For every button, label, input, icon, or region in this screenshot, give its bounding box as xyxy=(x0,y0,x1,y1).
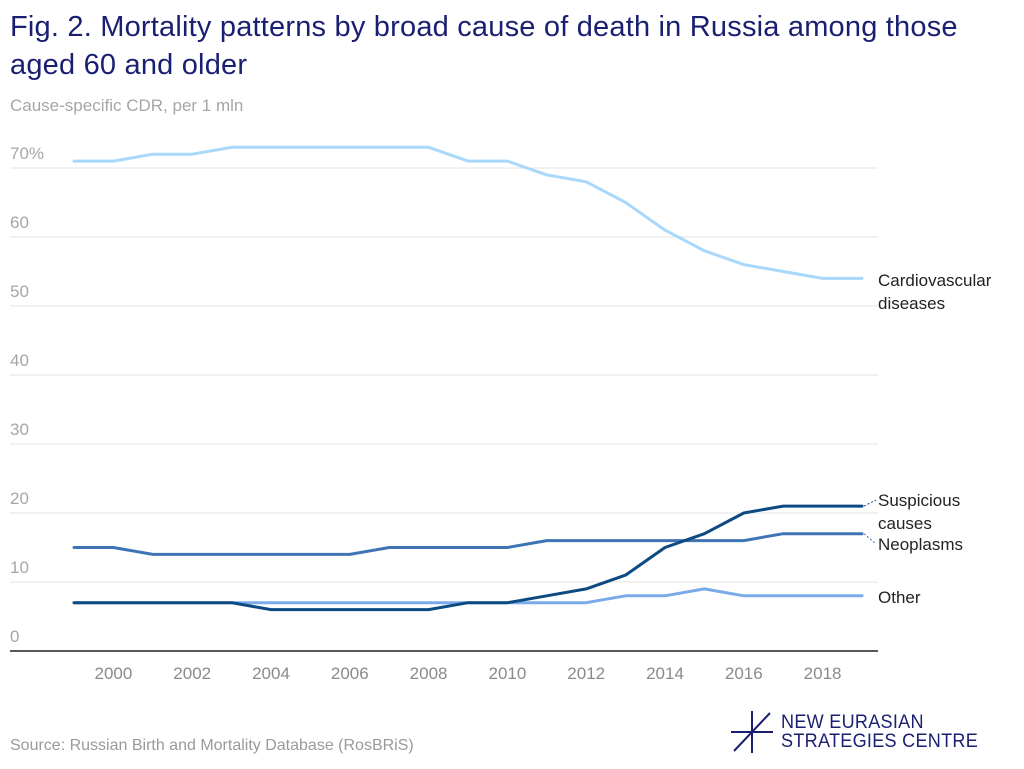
label-leader-suspicious-causes xyxy=(863,499,877,507)
series-label-other: Other xyxy=(878,588,921,607)
chart-title: Fig. 2. Mortality patterns by broad caus… xyxy=(10,11,958,81)
source-note: Source: Russian Birth and Mortality Data… xyxy=(10,737,414,754)
x-tick-label: 2000 xyxy=(94,664,132,683)
x-tick-label: 2016 xyxy=(725,664,763,683)
series-label-cardiovascular-diseases: Cardiovascular diseases xyxy=(878,271,992,313)
y-tick-label: 30 xyxy=(10,420,29,439)
series-line-cardiovascular-diseases xyxy=(72,145,864,280)
y-tick-label: 0 xyxy=(10,627,19,646)
y-tick-label: 60 xyxy=(10,213,29,232)
series-label-neoplasms: Neoplasms xyxy=(878,535,963,554)
x-tick-label: 2002 xyxy=(173,664,211,683)
series-line-neoplasms xyxy=(72,532,864,556)
logo-line-1: NEW EURASIAN xyxy=(781,712,924,733)
gridlines xyxy=(10,167,878,583)
x-tick-label: 2010 xyxy=(488,664,526,683)
x-tick-label: 2018 xyxy=(804,664,842,683)
y-tick-label: 40 xyxy=(10,351,29,370)
x-axis-ticks: 2000 2002 2004 2006 2008 2010 2012 2014 2016 2018 xyxy=(94,664,841,683)
label-leader-neoplasms xyxy=(863,533,877,545)
series-line-other xyxy=(72,587,864,605)
x-tick-label: 2012 xyxy=(567,664,605,683)
y-tick-label: 70% xyxy=(10,144,44,163)
x-tick-label: 2008 xyxy=(410,664,448,683)
y-tick-label: 20 xyxy=(10,489,29,508)
x-tick-label: 2014 xyxy=(646,664,684,683)
logo-line-2: STRATEGIES CENTRE xyxy=(781,731,979,752)
y-axis-ticks: 0 10 20 30 40 50 60 70% xyxy=(10,144,44,646)
series-lines xyxy=(72,145,864,612)
x-tick-label: 2006 xyxy=(331,664,369,683)
series-labels: Cardiovascular diseases Other Neoplasms Susp… xyxy=(863,271,992,607)
series-line-suspicious-causes xyxy=(72,504,864,612)
x-tick-label: 2004 xyxy=(252,664,290,683)
y-tick-label: 50 xyxy=(10,282,29,301)
y-tick-label: 10 xyxy=(10,558,29,577)
chart-subtitle: Cause-specific CDR, per 1 mln xyxy=(10,96,244,115)
nesc-logo: NEW EURASIAN STRATEGIES CENTRE xyxy=(731,711,988,753)
logo-star-icon xyxy=(731,711,773,753)
series-label-suspicious-causes: Suspicious causes xyxy=(878,491,960,533)
